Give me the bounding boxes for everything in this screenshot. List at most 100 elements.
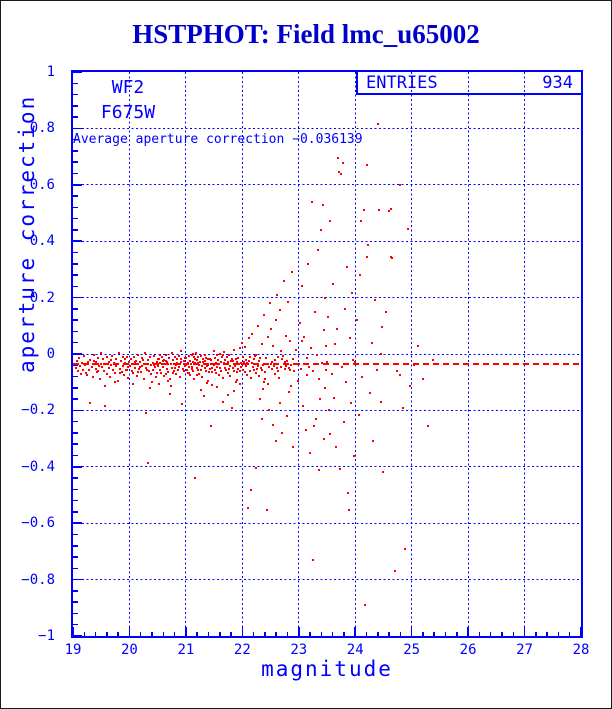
data-point (131, 362, 134, 365)
data-point (323, 386, 326, 389)
data-point (214, 361, 217, 364)
data-point (126, 366, 129, 369)
y-minor-tick (73, 105, 78, 107)
data-point (328, 433, 331, 436)
data-point (310, 347, 313, 350)
gridline-horizontal (73, 579, 581, 581)
data-point (191, 360, 194, 363)
data-point (322, 437, 325, 440)
entries-value: 934 (542, 72, 573, 93)
data-point (129, 365, 131, 368)
data-point (252, 358, 255, 361)
data-point (270, 327, 273, 330)
data-point (300, 340, 303, 343)
x-axis-labels: 19 20 21 22 23 24 25 26 27 28 (65, 642, 590, 658)
data-point (345, 381, 348, 384)
data-point (350, 292, 353, 295)
x-minor-tick (388, 631, 390, 636)
data-point (97, 356, 100, 359)
data-point (231, 406, 234, 409)
y-tick-label: −0.4 (21, 458, 55, 475)
data-point (284, 367, 287, 370)
data-point (337, 171, 340, 174)
plot-inner (72, 71, 582, 637)
data-point (157, 357, 160, 360)
y-major-tick (73, 296, 82, 299)
data-point (340, 365, 343, 368)
data-point (329, 220, 332, 223)
x-minor-tick (151, 631, 153, 636)
y-minor-tick (73, 285, 78, 288)
data-point (236, 357, 239, 360)
data-point (218, 352, 221, 355)
data-point (224, 369, 227, 372)
data-point (213, 356, 216, 359)
data-point (132, 372, 135, 375)
x-minor-tick (568, 631, 571, 636)
data-point (271, 361, 274, 364)
x-tick-label: 20 (121, 642, 138, 658)
data-point (262, 364, 265, 367)
data-point (291, 271, 293, 274)
data-point (162, 358, 165, 361)
data-point (246, 506, 249, 509)
data-point (399, 373, 402, 376)
data-point (417, 344, 420, 347)
data-point (348, 337, 351, 340)
data-point (292, 446, 295, 449)
data-point (79, 365, 82, 368)
data-point (258, 357, 261, 360)
data-point (80, 372, 83, 375)
data-point (113, 371, 116, 374)
data-point (161, 366, 164, 369)
data-point (148, 356, 151, 359)
data-point (152, 363, 155, 366)
data-point (223, 350, 226, 353)
data-point (222, 362, 225, 365)
data-point (112, 368, 115, 371)
data-point (354, 360, 357, 363)
data-point (254, 372, 257, 375)
data-point (151, 362, 154, 365)
data-point (199, 368, 202, 371)
data-point (192, 370, 195, 373)
data-point (228, 353, 231, 356)
data-point (83, 355, 86, 358)
data-point (276, 293, 279, 296)
y-tick-label: 1 (46, 64, 55, 80)
data-point (337, 157, 340, 159)
data-point (338, 468, 341, 471)
plot-area (71, 70, 583, 638)
data-point (232, 359, 235, 362)
x-minor-tick (365, 631, 368, 636)
data-point (110, 363, 113, 366)
data-point (328, 409, 331, 412)
data-point (161, 355, 164, 358)
data-point (239, 383, 242, 386)
y-minor-tick (73, 432, 78, 434)
data-point (273, 358, 276, 361)
data-point (250, 361, 253, 364)
data-point (211, 366, 214, 369)
data-point (253, 368, 256, 371)
data-point (131, 383, 134, 386)
data-point (207, 363, 210, 366)
data-point (230, 357, 233, 360)
data-point (271, 423, 274, 426)
x-tick-label: 22 (233, 642, 251, 658)
data-point (202, 395, 205, 398)
data-point (217, 359, 220, 362)
data-point (101, 358, 104, 361)
data-point (285, 415, 288, 418)
data-point (234, 381, 237, 384)
data-point (119, 360, 122, 363)
data-point (404, 547, 407, 550)
data-point (342, 420, 345, 423)
data-point (182, 368, 185, 371)
y-major-tick (73, 635, 82, 637)
data-point (177, 354, 180, 357)
data-point (162, 360, 165, 363)
data-point (402, 406, 405, 409)
data-point (221, 356, 223, 359)
data-point (151, 380, 154, 383)
